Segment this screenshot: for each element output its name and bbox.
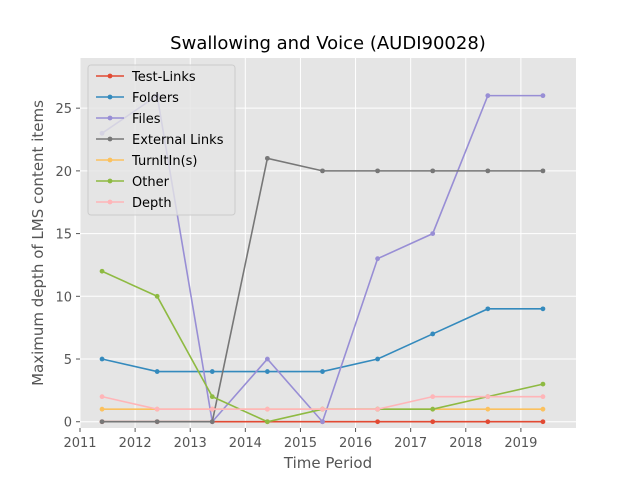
data-point — [375, 168, 380, 174]
data-point — [485, 306, 491, 312]
data-point — [430, 231, 436, 236]
legend-label: Folders — [132, 91, 179, 106]
x-tick-label: 2011 — [63, 436, 96, 451]
data-point — [320, 406, 325, 412]
data-point — [154, 419, 160, 425]
legend-marker — [107, 157, 113, 163]
legend-marker — [107, 94, 113, 100]
legend-entry: TurnItIn(s) — [96, 154, 197, 169]
y-tick-label: 0 — [64, 416, 72, 431]
data-point — [99, 419, 105, 425]
data-point — [264, 356, 270, 362]
y-tick-label: 20 — [55, 165, 72, 180]
data-point — [264, 419, 270, 425]
data-point — [264, 369, 270, 374]
data-point — [485, 394, 491, 400]
legend-label: External Links — [132, 133, 224, 148]
series-group — [99, 93, 546, 425]
data-point — [375, 256, 380, 262]
data-point — [430, 406, 436, 412]
y-tick-label: 5 — [64, 353, 72, 368]
data-point — [540, 306, 546, 312]
x-tick-label: 2014 — [229, 436, 262, 451]
data-point — [99, 356, 105, 362]
legend-entry: External Links — [96, 133, 224, 148]
x-tick-label: 2017 — [394, 436, 427, 451]
legend-marker — [107, 178, 113, 184]
x-tick-label: 2013 — [174, 436, 207, 451]
data-point — [320, 168, 325, 174]
legend-marker — [107, 199, 113, 205]
legend-entry: Test-Links — [96, 70, 196, 85]
legend-label: Other — [132, 175, 170, 190]
legend-marker — [107, 115, 113, 121]
data-point — [540, 381, 546, 387]
data-point — [99, 394, 105, 400]
legend-label: Depth — [132, 196, 172, 211]
legend-label: Files — [132, 112, 161, 127]
data-point — [264, 406, 270, 412]
legend-label: Test-Links — [131, 70, 196, 85]
x-axis-label: Time Period — [283, 454, 372, 472]
x-tick-label: 2019 — [504, 436, 537, 451]
data-point — [209, 406, 215, 412]
legend-box — [87, 64, 236, 216]
legend: Test-Links Folders Files External Links Turn… — [87, 64, 236, 216]
data-point — [540, 93, 546, 99]
data-point — [430, 331, 436, 337]
data-point — [485, 168, 491, 174]
data-point — [99, 268, 105, 274]
data-point — [485, 406, 491, 412]
data-point — [99, 406, 105, 412]
legend-entry: Files — [96, 112, 161, 127]
data-point — [209, 419, 215, 425]
data-point — [154, 369, 160, 374]
legend-entry: Folders — [96, 91, 179, 106]
x-tick-label: 2015 — [284, 436, 317, 451]
data-point — [540, 419, 546, 425]
y-tick-label: 25 — [55, 102, 72, 117]
x-tick-label: 2012 — [119, 436, 152, 451]
data-point — [209, 369, 215, 374]
chart-title: Swallowing and Voice (AUDI90028) — [170, 33, 486, 54]
series-folders — [99, 306, 546, 374]
data-point — [209, 394, 215, 400]
data-point — [540, 406, 546, 412]
data-point — [430, 419, 436, 425]
legend-entry: Other — [96, 175, 170, 190]
y-axis-label: Maximum depth of LMS content items — [29, 100, 47, 386]
data-point — [154, 293, 160, 299]
data-point — [430, 394, 436, 400]
y-axis-ticks: 0 5 10 15 20 25 — [55, 102, 80, 431]
x-tick-label: 2018 — [449, 436, 482, 451]
data-point — [375, 356, 380, 362]
legend-marker — [107, 73, 113, 79]
x-tick-label: 2016 — [339, 436, 372, 451]
data-point — [264, 155, 270, 161]
data-point — [375, 406, 380, 412]
data-point — [540, 394, 546, 400]
data-point — [540, 168, 546, 174]
y-tick-label: 10 — [55, 290, 72, 305]
data-point — [485, 93, 491, 99]
data-point — [320, 369, 325, 374]
series-external-links — [99, 155, 546, 425]
series-depth — [99, 394, 546, 412]
data-point — [430, 168, 436, 174]
data-point — [375, 419, 380, 425]
y-tick-label: 15 — [55, 228, 72, 243]
data-point — [320, 419, 325, 425]
data-point — [485, 419, 491, 425]
data-point — [154, 406, 160, 412]
legend-marker — [107, 136, 113, 142]
legend-label: TurnItIn(s) — [131, 154, 197, 169]
legend-entry: Depth — [96, 196, 172, 211]
x-axis-ticks: 2011 2012 2013 2014 2015 2016 2017 2018 2019 — [63, 428, 537, 451]
